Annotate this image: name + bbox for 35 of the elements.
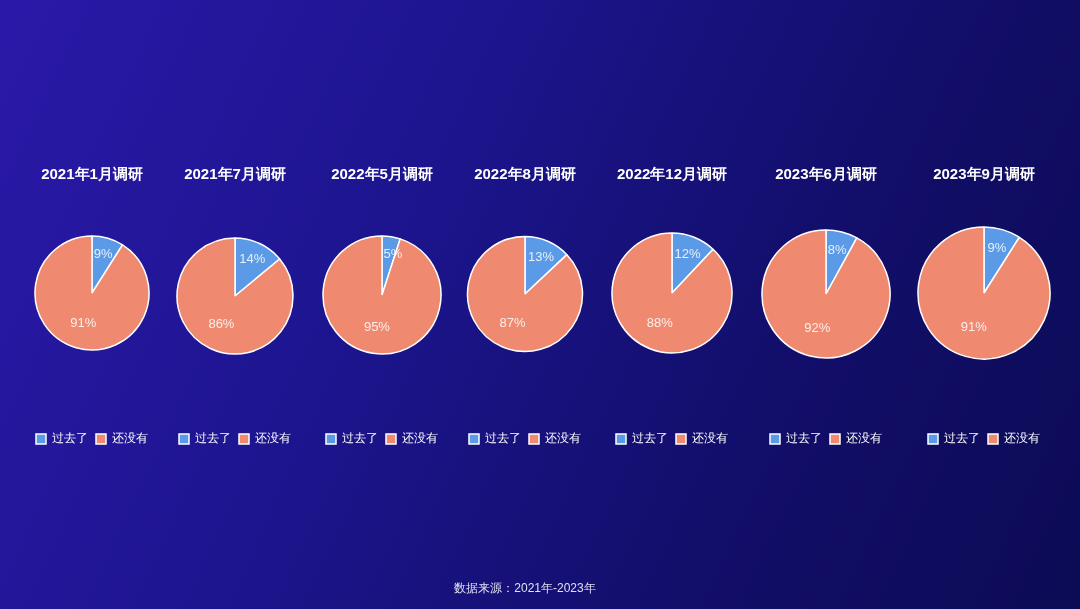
legend-label: 还没有 (1004, 431, 1040, 446)
legend-label: 过去了 (485, 431, 521, 446)
legend-label: 还没有 (545, 431, 581, 446)
data-label: 8% (827, 242, 847, 258)
legend-label: 还没有 (401, 431, 438, 446)
chart-title: 2022年8月调研 (474, 165, 576, 183)
legend-label: 还没有 (111, 431, 148, 446)
chart-title: 2023年6月调研 (775, 165, 877, 183)
data-label: 12% (674, 245, 701, 261)
data-label: 9% (93, 246, 113, 262)
legend-label: 过去了 (632, 431, 668, 446)
data-label: 91% (960, 319, 988, 335)
chart-title: 2021年7月调研 (184, 165, 286, 183)
data-label: 92% (804, 319, 831, 335)
legend-label: 过去了 (341, 431, 378, 446)
legend-label: 还没有 (846, 431, 882, 446)
chart-title: 2022年12月调研 (616, 165, 728, 183)
legend-label: 过去了 (51, 431, 88, 446)
data-label: 88% (646, 315, 674, 331)
legend-label: 过去了 (786, 431, 822, 446)
data-label: 86% (208, 316, 235, 332)
chart-title: 2021年1月调研 (40, 165, 143, 183)
data-label: 91% (69, 314, 97, 330)
legend-label: 还没有 (255, 431, 291, 446)
legend-label: 还没有 (692, 431, 728, 446)
data-label: 14% (239, 250, 266, 266)
data-label: 13% (527, 248, 555, 264)
legend-label: 过去了 (944, 431, 980, 446)
source-note: 数据来源：2021年-2023年 (454, 580, 596, 596)
data-label: 95% (363, 318, 390, 334)
legend-label: 过去了 (195, 431, 231, 446)
chart-title: 2022年5月调研 (330, 165, 433, 183)
data-label: 9% (987, 240, 1007, 256)
data-label: 87% (499, 314, 526, 330)
chart-title: 2023年9月调研 (933, 165, 1035, 183)
